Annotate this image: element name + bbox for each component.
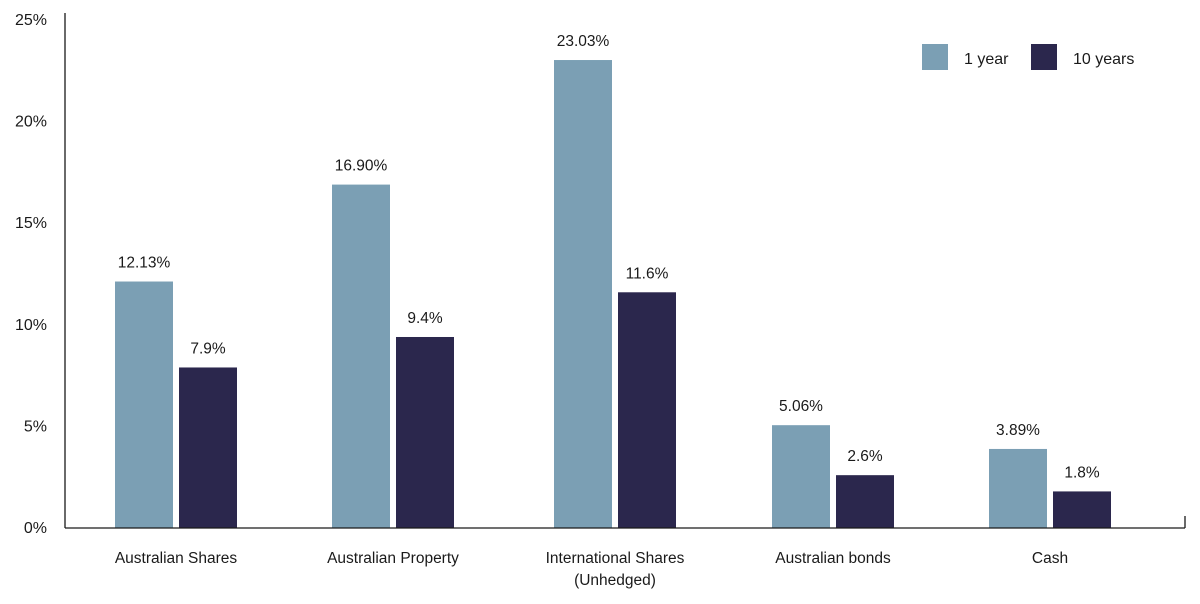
- x-axis-labels: Australian Shares Australian Property Inte…: [115, 550, 1068, 589]
- y-axis-ticks: 0% 5% 10% 15% 20% 25%: [15, 12, 47, 537]
- data-label: 5.06%: [779, 398, 823, 415]
- bar-10-years: [1053, 491, 1111, 528]
- y-tick-label: 20%: [15, 114, 47, 131]
- x-category-label: Cash: [1032, 550, 1068, 567]
- data-label: 9.4%: [407, 310, 443, 327]
- bar-10-years: [836, 475, 894, 528]
- data-label: 16.90%: [335, 158, 388, 175]
- y-tick-label: 0%: [24, 520, 47, 537]
- data-label: 11.6%: [626, 265, 669, 282]
- data-labels: 12.13% 16.90% 23.03% 5.06% 3.89% 7.9% 9.4% 11.6…: [118, 33, 1100, 481]
- bar-10-years: [179, 367, 237, 528]
- data-label: 12.13%: [118, 255, 171, 272]
- y-tick-label: 15%: [15, 215, 47, 232]
- legend: 1 year 10 years: [922, 44, 1134, 70]
- legend-swatch-10-years: [1031, 44, 1057, 70]
- data-label: 2.6%: [847, 448, 883, 465]
- x-category-label: (Unhedged): [574, 572, 656, 589]
- bar-10-years: [396, 336, 454, 528]
- y-tick-label: 25%: [15, 12, 47, 29]
- legend-swatch-1-year: [922, 44, 948, 70]
- legend-label: 10 years: [1073, 51, 1134, 68]
- bars: [115, 60, 1111, 529]
- x-category-label: International Shares: [546, 550, 685, 567]
- legend-label: 1 year: [964, 51, 1009, 68]
- data-label: 7.9%: [190, 340, 226, 357]
- bar-1-year: [332, 184, 390, 529]
- x-category-label: Australian Property: [327, 550, 459, 567]
- x-category-label: Australian Shares: [115, 550, 238, 567]
- y-tick-label: 5%: [24, 418, 47, 435]
- y-tick-label: 10%: [15, 317, 47, 334]
- data-label: 23.03%: [557, 33, 610, 50]
- bar-10-years: [618, 292, 676, 528]
- data-label: 1.8%: [1064, 464, 1100, 481]
- bar-1-year: [554, 60, 612, 529]
- x-category-label: Australian bonds: [775, 550, 891, 567]
- bar-1-year: [989, 448, 1047, 528]
- bar-1-year: [115, 281, 173, 528]
- bar-1-year: [772, 425, 830, 528]
- data-label: 3.89%: [996, 422, 1040, 439]
